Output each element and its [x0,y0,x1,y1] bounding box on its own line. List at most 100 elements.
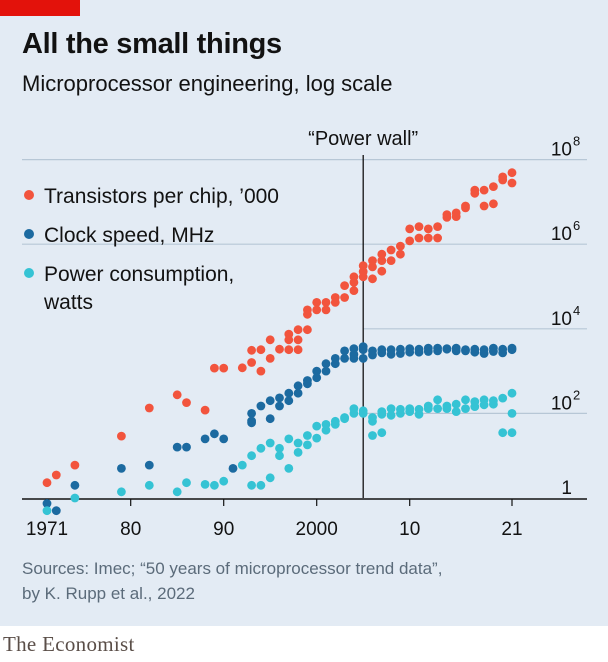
data-point [368,350,377,360]
data-point [358,409,368,418]
data-point [405,236,415,246]
legend-label-continued: watts [43,291,93,314]
data-point [265,438,275,448]
data-point [247,358,256,367]
data-point [433,222,442,232]
data-point [368,256,377,265]
data-point [489,396,498,406]
data-point [210,429,219,439]
data-point [414,409,424,419]
data-point [349,404,359,413]
data-point [442,344,452,353]
data-point [51,506,61,516]
data-point [368,274,377,284]
data-point [265,414,275,424]
data-point [396,241,405,251]
data-point [414,347,424,357]
data-point [144,480,154,490]
legend-marker [24,268,34,278]
data-point [498,393,508,403]
data-point [284,434,294,444]
data-point [247,418,256,428]
gridlines [22,159,587,414]
data-point [293,345,303,355]
data-point [405,347,415,357]
data-point [479,349,489,358]
data-point [312,366,322,376]
sources-note: Sources: Imec; “50 years of microprocess… [22,559,443,578]
data-point [303,379,312,389]
data-point [312,305,322,315]
data-point [293,438,303,448]
data-point [219,476,229,486]
data-point [349,354,359,363]
data-point [423,233,433,243]
data-point [461,395,470,405]
data-point [275,443,284,453]
data-point [479,201,489,211]
data-point [461,404,470,413]
data-point [247,345,256,355]
data-point [256,443,266,453]
data-point [275,344,284,354]
data-point [451,407,461,416]
data-point [340,293,349,302]
data-point [489,182,498,192]
data-point [358,261,368,271]
data-point [423,404,433,413]
data-point [321,305,331,315]
data-point [228,464,238,473]
data-point [256,366,266,376]
data-point [293,448,303,457]
x-tick-label: 1971 [26,519,68,540]
data-point [386,256,396,265]
legend-marker [24,229,34,239]
y-tick-label: 10 [551,309,572,330]
data-point [265,354,275,363]
data-point [358,354,368,363]
data-point [386,404,396,413]
data-point [237,363,247,373]
legend-marker [24,190,34,200]
data-point [451,346,461,356]
data-point [442,404,452,413]
power-wall-label: “Power wall” [308,128,418,150]
data-point [219,363,229,373]
data-point [349,286,359,295]
data-point [433,395,442,405]
data-point [349,272,359,282]
data-point [247,409,256,418]
data-point [303,309,312,319]
data-point [303,325,312,335]
data-point [489,199,498,209]
data-point [377,256,387,265]
data-point [42,478,52,488]
data-point [414,222,424,232]
data-point [284,345,294,355]
data-point [247,480,256,490]
data-point [451,399,461,409]
x-tick-label: 10 [399,519,420,540]
data-point [461,201,470,211]
data-point [386,349,396,359]
brand-red-tag [0,0,80,16]
data-point [368,416,377,426]
data-point [330,420,340,429]
data-point [377,428,387,438]
data-point [321,359,331,369]
data-point [433,404,442,413]
data-point [284,464,294,473]
legend-label: Clock speed, MHz [44,224,214,247]
data-point [396,349,405,358]
data-point [312,421,322,431]
data-point [386,245,396,255]
data-point [219,434,229,444]
legend-label: Power consumption, [44,263,234,286]
data-point [117,464,126,473]
data-point [256,345,266,355]
data-point [182,442,191,452]
data-point [470,188,480,198]
data-point [377,348,387,358]
